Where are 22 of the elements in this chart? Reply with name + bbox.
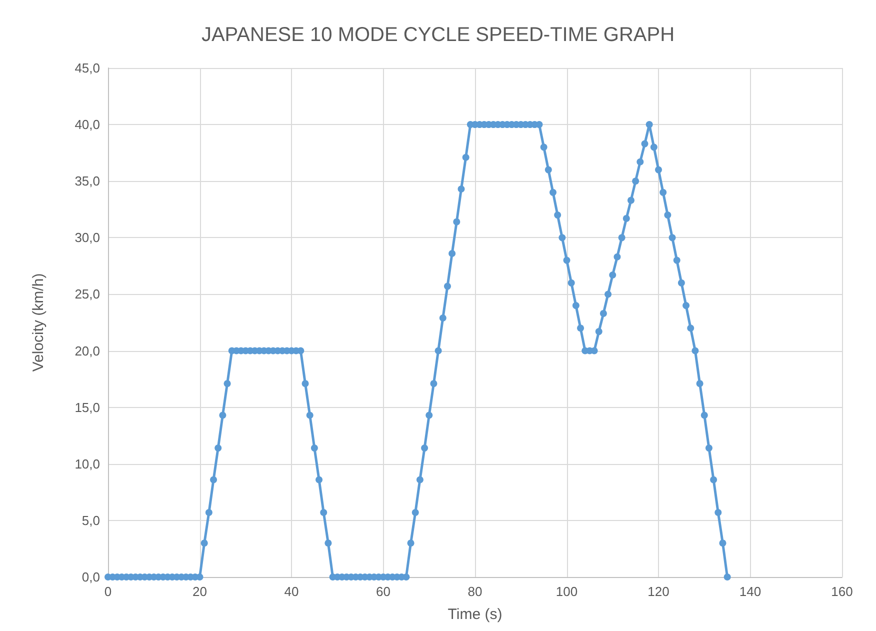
- chart-title: JAPANESE 10 MODE CYCLE SPEED-TIME GRAPH: [201, 24, 675, 46]
- x-axis-title: Time (s): [448, 606, 502, 623]
- x-tick-label: 140: [739, 584, 762, 599]
- y-tick-label: 40,0: [74, 117, 100, 132]
- x-tick-label: 160: [831, 584, 853, 599]
- x-tick-label: 120: [648, 584, 670, 599]
- y-tick-label: 10,0: [74, 456, 100, 472]
- y-tick-label: 45,0: [74, 60, 100, 76]
- y-tick-label: 0,0: [82, 570, 100, 584]
- x-tick-label: 100: [556, 584, 578, 599]
- y-tick-label: 5,0: [82, 512, 100, 528]
- y-tick-label: 15,0: [74, 400, 100, 415]
- y-tick-label: 35,0: [74, 174, 100, 189]
- x-tick-label: 60: [376, 584, 390, 599]
- x-tick-label: 0: [104, 584, 112, 599]
- x-tick-label: 80: [468, 584, 482, 599]
- y-tick-label: 30,0: [74, 230, 100, 246]
- x-tick-label: 40: [284, 584, 299, 599]
- x-tick-label: 20: [192, 584, 207, 599]
- y-tick-label: 25,0: [74, 286, 100, 302]
- y-axis-title: Velocity (km/h): [30, 273, 47, 372]
- y-tick-label: 20,0: [74, 343, 100, 358]
